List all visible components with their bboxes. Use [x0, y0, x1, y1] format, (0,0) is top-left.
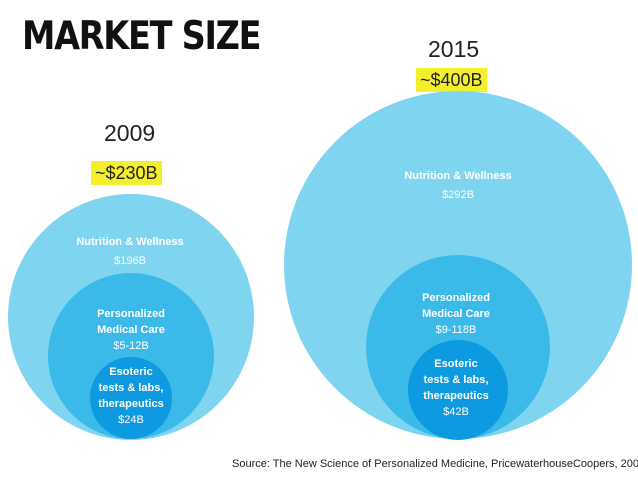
segment-value: $5-12B: [113, 340, 149, 352]
circle-2009-medical-care: [48, 273, 214, 439]
year-2009-label: 2009: [104, 120, 156, 146]
page-title: MARKET SIZE: [22, 14, 262, 59]
segment-name: Nutrition & Wellness: [76, 236, 184, 248]
segment-value: $196B: [114, 255, 146, 267]
segment-2009-medical-care: Personalized Medical Care $5-12B: [71, 306, 191, 354]
segment-name-line-2: tests & labs,: [423, 374, 489, 386]
source-citation: Source: The New Science of Personalized …: [232, 458, 638, 470]
total-2015-badge: ~$400B: [416, 68, 487, 92]
segment-name: Nutrition & Wellness: [404, 170, 512, 182]
segment-value: $24B: [118, 414, 144, 426]
segment-name-line-1: Esoteric: [109, 366, 153, 378]
segment-name-line-3: therapeutics: [98, 398, 164, 410]
segment-name-line-1: Personalized: [422, 292, 490, 304]
segment-value: $9-118B: [435, 324, 477, 336]
segment-name-line-2: Medical Care: [97, 324, 165, 336]
segment-name-line-1: Esoteric: [434, 358, 478, 370]
circle-2009-esoteric: [90, 357, 172, 439]
segment-name-line-3: therapeutics: [423, 390, 489, 402]
segment-name-line-2: tests & labs,: [98, 382, 164, 394]
total-2009-badge: ~$230B: [91, 161, 162, 185]
segment-2015-nutrition: Nutrition & Wellness $292B: [388, 168, 528, 203]
segment-2015-esoteric: Esoteric tests & labs, therapeutics $42B: [406, 356, 506, 420]
segment-name-line-2: Medical Care: [422, 308, 490, 320]
segment-name-line-1: Personalized: [97, 308, 165, 320]
circle-2015-esoteric: [408, 340, 508, 440]
segment-2015-medical-care: Personalized Medical Care $9-118B: [396, 290, 516, 338]
segment-value: $292B: [442, 189, 474, 201]
segment-2009-esoteric: Esoteric tests & labs, therapeutics $24B: [81, 364, 181, 428]
segment-2009-nutrition: Nutrition & Wellness $196B: [60, 234, 200, 269]
year-2015-label: 2015: [428, 36, 480, 62]
segment-value: $42B: [443, 406, 469, 418]
